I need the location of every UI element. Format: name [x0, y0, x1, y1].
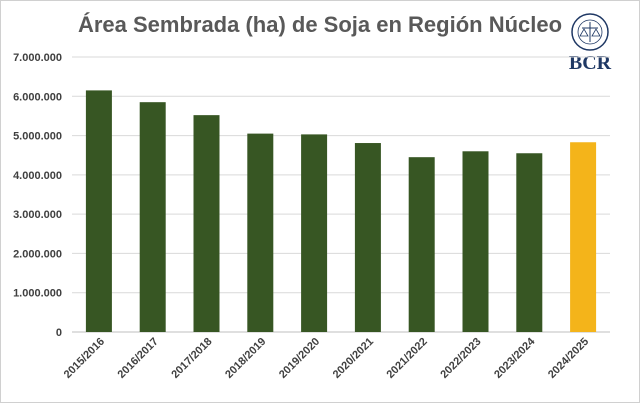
bar [354, 143, 381, 332]
y-tick-label: 0 [56, 327, 62, 339]
y-tick-label: 5.000.000 [13, 131, 62, 143]
y-tick-label: 4.000.000 [13, 170, 62, 182]
x-tick-label: 2018/2019 [223, 336, 268, 381]
y-tick-label: 1.000.000 [13, 288, 62, 300]
bar [85, 90, 112, 333]
bar [462, 151, 489, 332]
bar [516, 153, 543, 332]
chart-title: Área Sembrada (ha) de Soja en Región Núc… [77, 12, 563, 37]
bar [570, 142, 597, 332]
y-tick-label: 6.000.000 [13, 91, 62, 103]
bar [193, 115, 220, 333]
x-tick-label: 2021/2022 [385, 336, 430, 381]
bar [408, 157, 435, 332]
bar [139, 102, 166, 332]
x-tick-label: 2017/2018 [169, 336, 214, 381]
bar [301, 134, 328, 332]
y-tick-label: 3.000.000 [13, 209, 62, 221]
x-tick-label: 2019/2020 [277, 336, 322, 381]
x-tick-label: 2015/2016 [62, 336, 107, 381]
x-tick-label: 2016/2017 [116, 336, 161, 381]
y-tick-label: 2.000.000 [13, 248, 62, 260]
x-tick-label: 2022/2023 [438, 336, 483, 381]
x-tick-label: 2020/2021 [331, 336, 376, 381]
x-tick-label: 2023/2024 [492, 335, 538, 381]
x-tick-label: 2024/2025 [546, 336, 591, 381]
seal-icon [571, 13, 609, 51]
bar [247, 133, 274, 332]
y-tick-label: 7.000.000 [13, 52, 62, 64]
